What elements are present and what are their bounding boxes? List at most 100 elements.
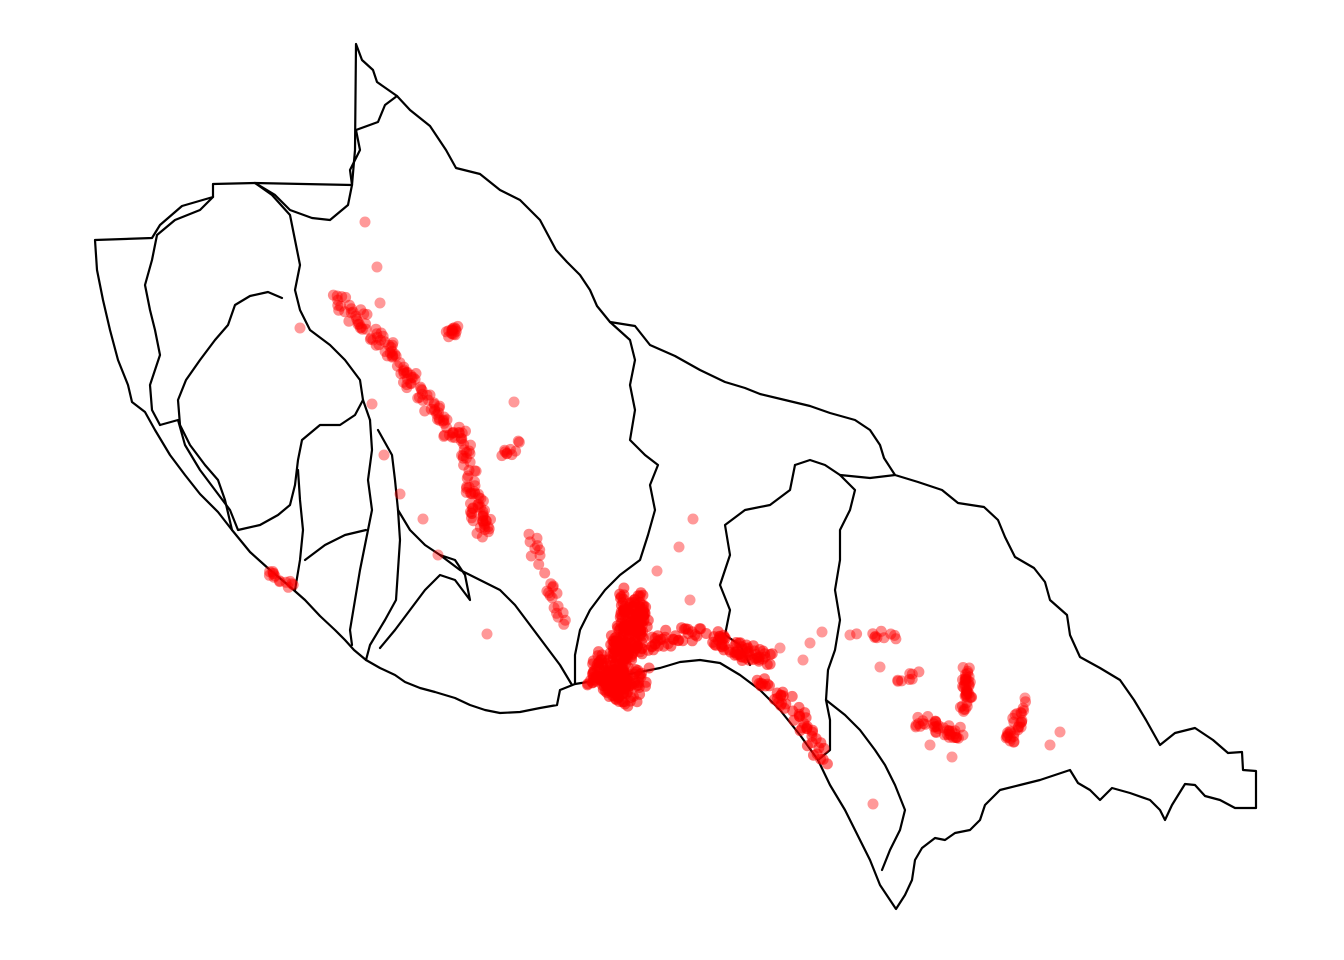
point-southeast-inland — [889, 629, 901, 641]
point-west-coast — [268, 567, 279, 579]
point-northwest-ridge — [477, 515, 489, 527]
point-northwest-ridge — [470, 465, 482, 477]
point-northwest-ridge — [446, 431, 458, 443]
point-southeast-inland — [1020, 696, 1031, 708]
point-southeast-inland — [906, 668, 918, 680]
point-southeast-inland — [1008, 731, 1020, 742]
point-northwest-ridge — [432, 413, 443, 425]
point-northwest-ridge — [477, 495, 489, 507]
point-west-coast — [267, 568, 279, 580]
point-northwest-ridge — [428, 397, 440, 409]
point-northwest-ridge — [387, 337, 399, 349]
point-northwest-ridge — [450, 325, 462, 337]
point-northwest-ridge — [443, 325, 455, 337]
point-northwest-ridge — [539, 567, 551, 579]
point-northwest-ridge — [543, 587, 555, 599]
point-southeast-inland — [885, 628, 897, 640]
point-southeast-inland — [867, 628, 879, 640]
point-central-coast — [743, 654, 755, 666]
point-southeast-inland — [962, 665, 974, 677]
point-northwest-ridge — [352, 316, 364, 328]
point-northwest-ridge — [419, 405, 431, 417]
point-northwest-ridge — [477, 515, 489, 527]
point-southeast-inland — [1007, 712, 1019, 724]
point-northwest-ridge — [395, 368, 407, 380]
point-northwest-ridge — [386, 351, 398, 363]
inner-boundary-west-g — [303, 528, 368, 562]
point-northwest-ridge — [440, 326, 452, 338]
point-northwest-ridge — [558, 618, 570, 630]
point-west-coast — [274, 575, 286, 587]
point-outlier — [684, 594, 696, 606]
point-northwest-ridge — [461, 481, 473, 493]
point-northwest-ridge — [422, 394, 434, 406]
point-outlier — [816, 626, 828, 638]
point-northwest-ridge — [472, 488, 484, 500]
point-northwest-ridge — [398, 367, 410, 379]
point-northwest-ridge — [465, 498, 476, 510]
point-southeast-inland — [961, 688, 973, 699]
point-southeast-inland — [930, 727, 942, 738]
point-southeast-inland — [1016, 707, 1027, 719]
point-northwest-ridge — [458, 439, 470, 450]
point-northwest-ridge — [545, 578, 557, 590]
point-central-coast — [635, 587, 647, 599]
point-southeast-inland — [903, 674, 915, 685]
point-central-coast — [598, 670, 610, 682]
point-northwest-ridge — [447, 426, 459, 438]
point-southeast-inland — [1004, 725, 1016, 737]
point-northwest-ridge — [477, 511, 489, 522]
point-southeast-inland — [941, 725, 953, 736]
point-northwest-ridge — [531, 540, 543, 552]
point-northwest-ridge — [469, 488, 481, 499]
point-northwest-ridge — [438, 417, 450, 429]
point-northwest-ridge — [552, 611, 564, 623]
point-northwest-ridge — [467, 502, 479, 514]
point-northwest-ridge — [371, 331, 383, 343]
point-northwest-ridge — [463, 464, 475, 476]
point-northwest-ridge — [417, 388, 428, 400]
point-northwest-ridge — [547, 581, 559, 593]
point-central-coast — [718, 639, 730, 651]
point-central-coast — [603, 691, 615, 702]
inner-boundary-west-d — [158, 398, 365, 532]
point-northwest-ridge — [398, 361, 410, 373]
point-outlier — [371, 261, 383, 273]
point-northwest-ridge — [478, 521, 490, 533]
inner-boundary-north-west — [348, 128, 362, 187]
point-outlier — [651, 565, 663, 577]
point-southeast-inland — [932, 723, 944, 734]
point-northwest-ridge — [483, 523, 495, 535]
point-northwest-ridge — [364, 333, 376, 345]
point-northwest-ridge — [441, 414, 453, 426]
point-northwest-ridge — [458, 444, 470, 456]
point-northwest-ridge — [401, 382, 413, 394]
point-northwest-ridge — [389, 348, 401, 360]
point-central-coast — [613, 662, 625, 674]
point-southeast-inland — [928, 721, 940, 733]
point-northwest-ridge — [551, 607, 563, 619]
point-outlier — [797, 654, 809, 666]
point-northwest-ridge — [467, 488, 479, 500]
point-central-coast — [615, 644, 627, 656]
point-outlier — [1044, 739, 1056, 751]
point-northwest-ridge — [546, 592, 558, 604]
point-northwest-ridge — [482, 526, 494, 538]
point-southeast-inland — [912, 711, 924, 723]
point-northwest-ridge — [398, 376, 409, 388]
point-northwest-ridge — [468, 486, 480, 498]
point-outlier — [366, 398, 378, 410]
point-central-coast — [660, 624, 672, 636]
point-southeast-inland — [1014, 717, 1026, 729]
point-southeast-inland — [1005, 726, 1017, 738]
point-central-coast — [818, 742, 830, 754]
point-southeast-inland — [938, 722, 949, 734]
point-northwest-ridge — [463, 481, 475, 493]
point-southeast-inland — [930, 716, 942, 728]
point-outlier — [1019, 692, 1031, 704]
point-northwest-ridge — [347, 306, 359, 318]
point-northwest-ridge — [460, 452, 472, 464]
point-northwest-ridge — [466, 512, 477, 524]
point-northwest-ridge — [544, 590, 556, 601]
point-central-coast — [686, 635, 698, 647]
